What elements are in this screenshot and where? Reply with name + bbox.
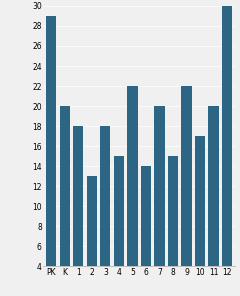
Bar xyxy=(87,176,97,296)
Bar xyxy=(73,126,84,296)
Bar xyxy=(141,166,151,296)
Bar xyxy=(100,126,110,296)
Bar xyxy=(46,16,56,296)
Bar xyxy=(127,86,138,296)
Bar xyxy=(209,106,219,296)
Bar xyxy=(195,136,205,296)
Bar xyxy=(222,6,232,296)
Bar xyxy=(114,156,124,296)
Bar xyxy=(154,106,165,296)
Bar xyxy=(181,86,192,296)
Bar xyxy=(60,106,70,296)
Bar xyxy=(168,156,178,296)
